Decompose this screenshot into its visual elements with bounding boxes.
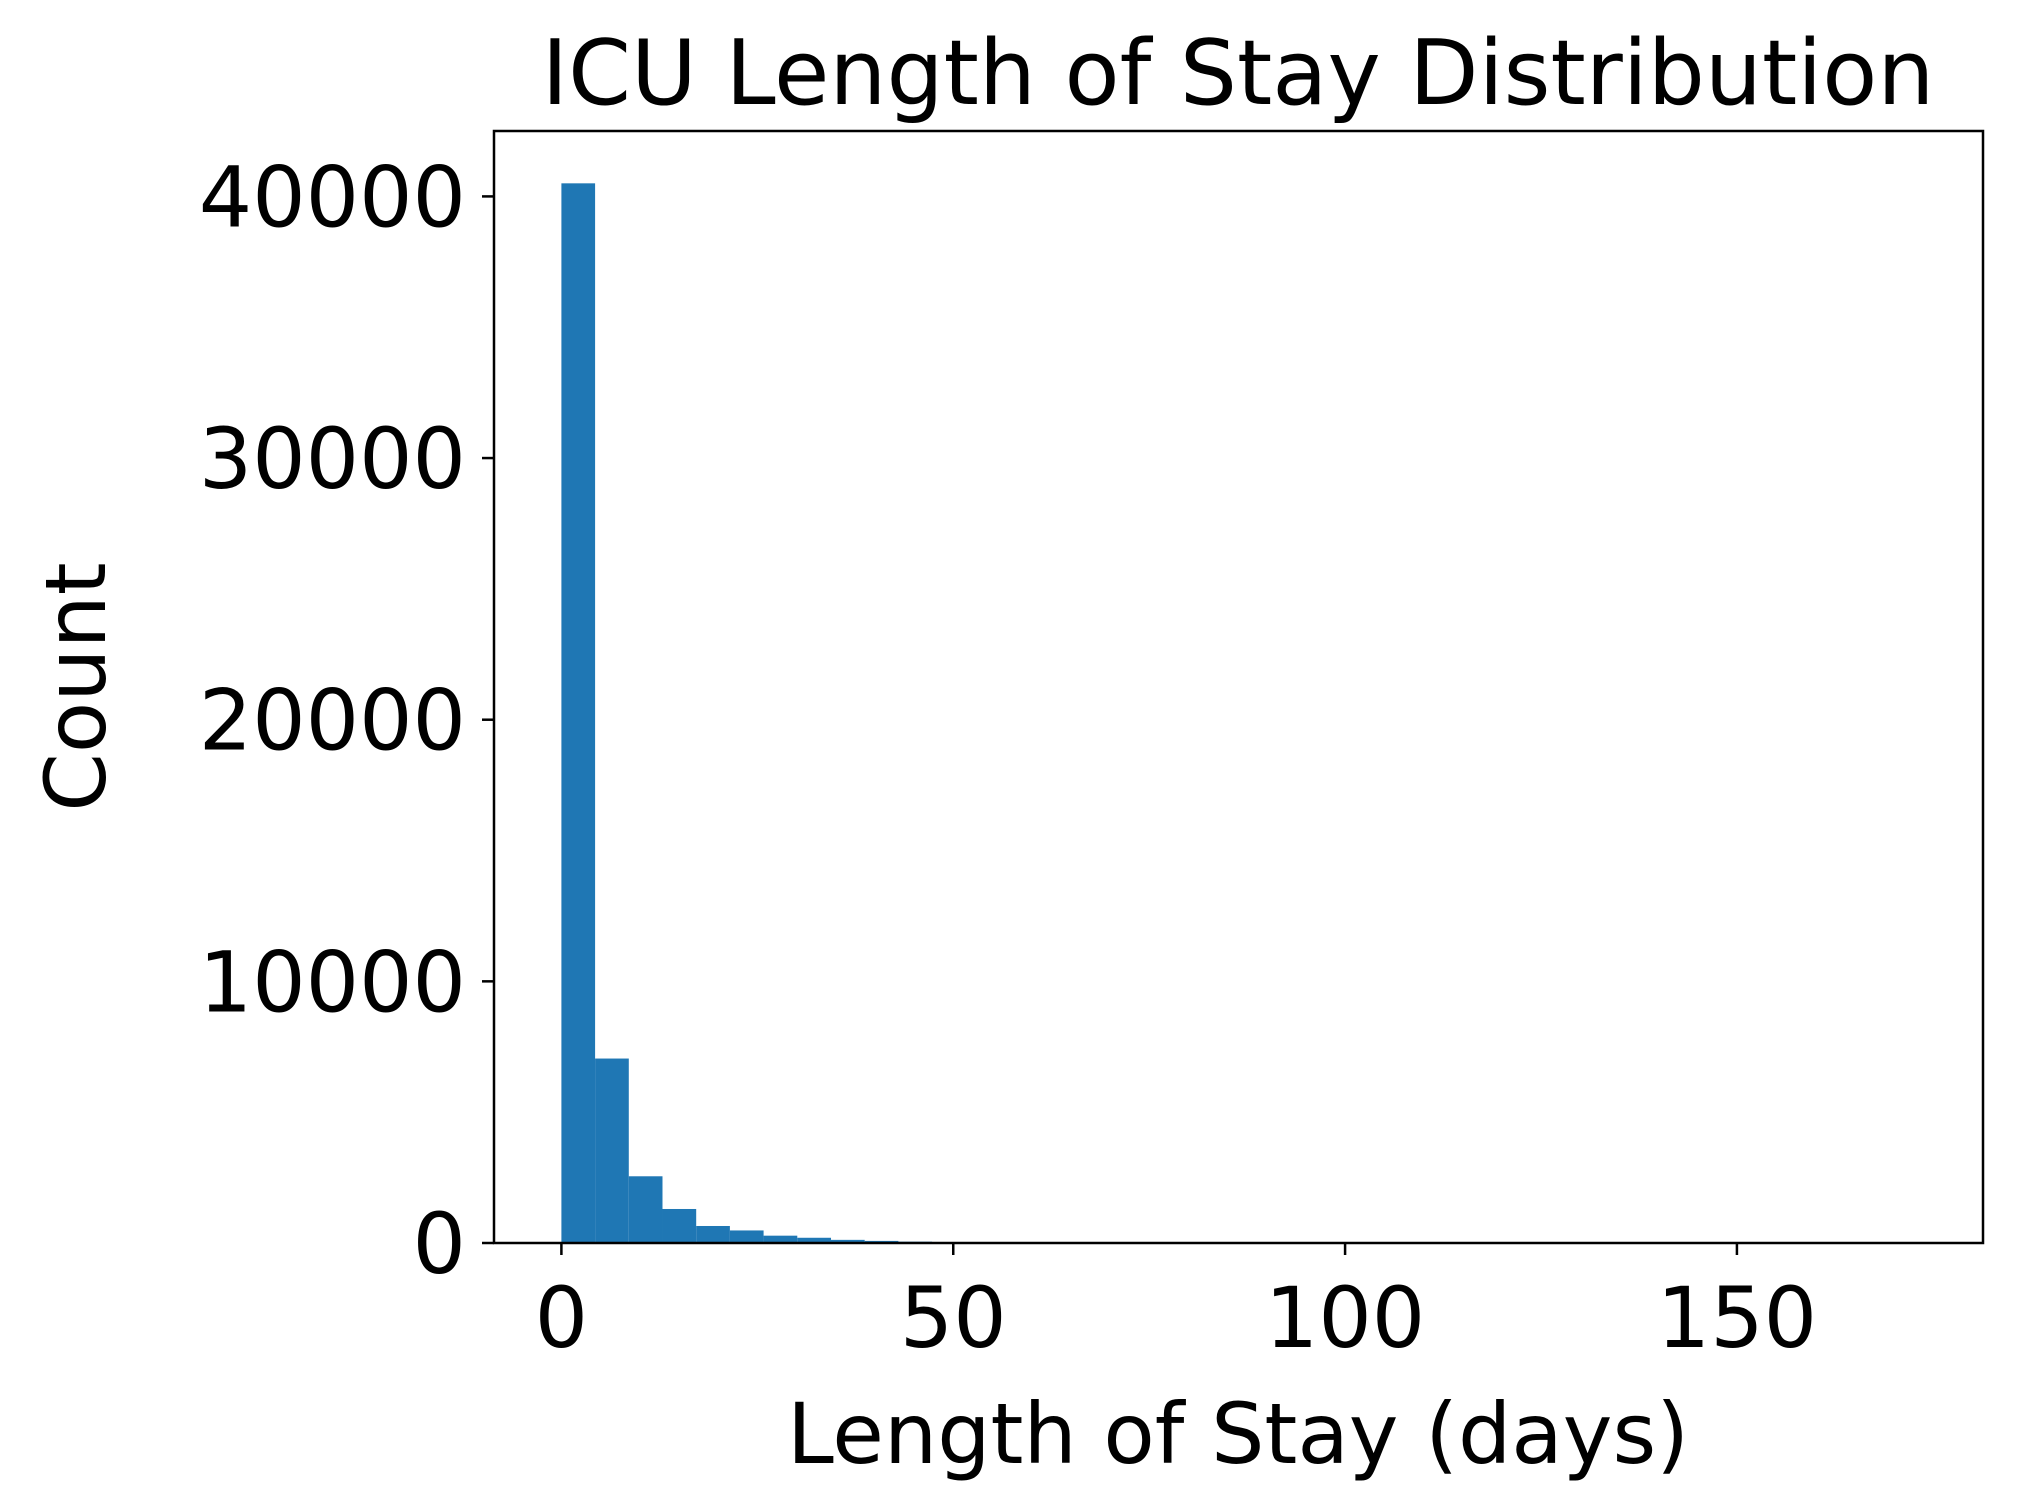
y-tick-label: 40000 xyxy=(199,148,466,246)
x-axis-label: Length of Stay (days) xyxy=(787,1385,1689,1483)
y-axis-ticks: 0 10000 20000 30000 40000 xyxy=(199,148,494,1293)
x-tick-label: 50 xyxy=(900,1269,1007,1367)
histogram-bar xyxy=(830,1239,865,1243)
histogram-bar xyxy=(662,1208,697,1243)
x-tick-label: 150 xyxy=(1657,1269,1817,1367)
y-tick-label: 0 xyxy=(413,1195,466,1293)
histogram-bar xyxy=(763,1235,798,1243)
histogram-bar xyxy=(595,1058,629,1243)
plot-area-frame xyxy=(492,129,1985,1245)
histogram-bar xyxy=(729,1230,764,1243)
y-tick-label: 20000 xyxy=(199,672,466,770)
histogram-bar xyxy=(797,1237,831,1243)
histogram-bars xyxy=(561,183,1910,1244)
y-tick-label: 10000 xyxy=(199,933,466,1031)
x-tick-label: 100 xyxy=(1265,1269,1425,1367)
x-axis-ticks: 0 50 100 150 xyxy=(535,1243,1817,1367)
x-tick-label: 0 xyxy=(535,1269,588,1367)
histogram-bar xyxy=(561,183,596,1244)
y-axis-label: Count xyxy=(27,562,125,811)
histogram-bar xyxy=(696,1225,730,1243)
y-tick-label: 30000 xyxy=(199,410,466,508)
chart-title: ICU Length of Stay Distribution xyxy=(542,21,1935,126)
histogram-bar xyxy=(628,1176,663,1243)
